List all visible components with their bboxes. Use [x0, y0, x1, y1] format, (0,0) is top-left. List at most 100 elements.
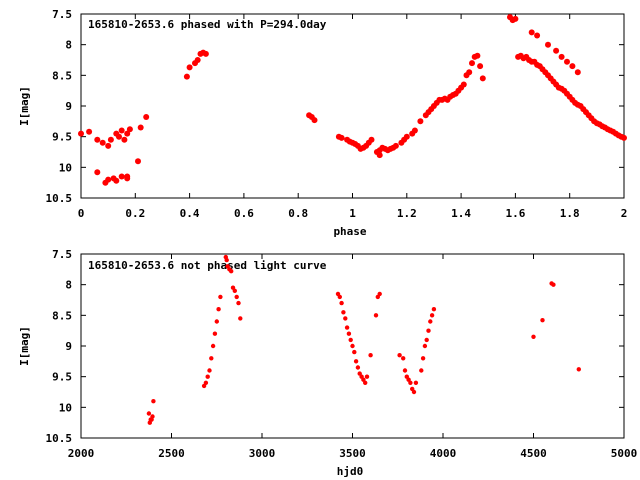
x-tick-label: 1.6: [505, 207, 525, 220]
data-point: [564, 58, 570, 65]
data-point: [553, 47, 560, 54]
data-point: [460, 81, 467, 88]
data-point: [377, 291, 382, 297]
data-point: [86, 128, 93, 135]
data-point: [210, 343, 216, 349]
data-point: [341, 310, 346, 315]
y-axis-label: I[mag]: [18, 86, 31, 126]
data-point: [146, 411, 152, 416]
data-point: [348, 337, 353, 343]
data-point: [137, 124, 144, 131]
data-point: [224, 257, 229, 263]
data-point: [238, 316, 243, 321]
x-tick-label: 0.6: [234, 207, 254, 220]
data-point: [373, 313, 379, 318]
data-point: [311, 117, 318, 124]
data-point: [346, 331, 352, 336]
x-ticks: 0 0.2 0.4 0.6 0.8 1 1.2 1.4 1.6 1.8 2: [78, 14, 628, 220]
data-point: [477, 63, 484, 70]
data-point: [214, 319, 219, 324]
y-tick-label: 10.5: [46, 432, 73, 445]
data-point: [218, 294, 223, 300]
data-point: [397, 353, 402, 358]
data-point: [209, 356, 214, 361]
data-point: [216, 307, 221, 312]
data-point: [337, 294, 342, 300]
y-tick-label: 9.5: [52, 131, 72, 144]
data-point: [531, 334, 536, 339]
data-point: [353, 359, 359, 364]
data-point: [212, 331, 218, 336]
data-point: [424, 337, 429, 343]
data-point: [368, 136, 375, 143]
data-point: [364, 374, 370, 379]
plot-frame: [80, 13, 625, 199]
x-tick-label: 2: [621, 207, 628, 220]
data-point: [431, 307, 437, 312]
x-tick-label: 0: [78, 207, 85, 220]
data-point: [574, 69, 581, 76]
y-tick-label: 8: [65, 39, 72, 52]
data-point: [150, 414, 155, 419]
data-point: [118, 173, 125, 180]
y-tick-label: 8.5: [52, 309, 72, 322]
data-point: [124, 130, 131, 137]
data-point: [621, 134, 627, 141]
data-point: [338, 134, 345, 141]
x-tick-label: 2000: [68, 447, 95, 460]
unphased-light-curve-plot: 165810-2653.6 not phased light curve hjd…: [18, 248, 637, 478]
x-tick-label: 1: [349, 207, 356, 220]
data-point: [534, 32, 541, 39]
data-point: [151, 399, 156, 404]
data-point: [183, 73, 190, 80]
data-point: [551, 282, 556, 287]
data-point: [368, 353, 373, 358]
data-point: [234, 294, 239, 300]
data-point: [392, 142, 399, 149]
data-point: [186, 64, 193, 71]
x-ticks: 2000 2500 3000 3500 4000 4500 5000: [68, 254, 638, 460]
data-point: [426, 328, 431, 333]
x-tick-label: 1.2: [397, 207, 417, 220]
data-point: [469, 60, 475, 67]
x-tick-label: 3500: [339, 447, 366, 460]
y-tick-label: 10.5: [46, 192, 73, 205]
data-point: [411, 127, 418, 134]
data-point: [420, 356, 426, 361]
data-point: [202, 50, 209, 57]
data-point: [512, 15, 519, 22]
data-point: [355, 365, 361, 370]
data-point: [113, 177, 120, 184]
data-point: [135, 158, 141, 165]
data-points: [146, 254, 581, 425]
data-point: [540, 318, 545, 323]
data-point: [408, 380, 413, 385]
x-tick-label: 5000: [611, 447, 638, 460]
data-point: [363, 380, 368, 385]
data-point: [413, 380, 419, 385]
data-point: [352, 349, 357, 355]
x-tick-label: 3000: [249, 447, 276, 460]
y-tick-label: 10: [59, 161, 72, 174]
y-tick-label: 7.5: [52, 8, 72, 21]
data-point: [94, 169, 101, 176]
x-tick-label: 0.2: [125, 207, 145, 220]
data-point: [107, 136, 114, 143]
y-tick-label: 7.5: [52, 248, 72, 261]
data-point: [479, 75, 486, 82]
data-point: [545, 41, 551, 48]
data-point: [105, 142, 112, 149]
data-point: [474, 52, 481, 59]
x-axis-label: hjd0: [337, 465, 364, 478]
y-ticks: 7.5 8 8.5 9 9.5 10 10.5: [46, 8, 624, 205]
plot-title: 165810-2653.6 phased with P=294.0day: [88, 18, 327, 31]
y-axis-label: I[mag]: [18, 326, 31, 366]
data-point: [232, 288, 237, 293]
data-point: [428, 319, 433, 324]
data-point: [569, 63, 576, 70]
x-tick-label: 0.4: [180, 207, 200, 220]
data-point: [203, 380, 209, 385]
data-point: [576, 367, 581, 372]
data-point: [422, 343, 428, 349]
